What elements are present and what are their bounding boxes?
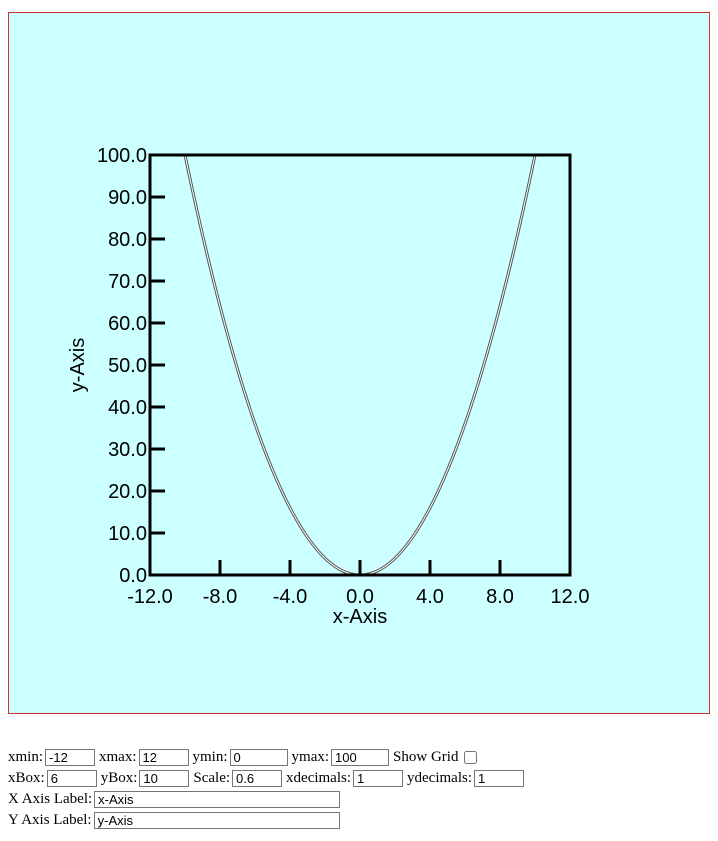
y-tick-label: 40.0 [108,397,147,419]
ymax-label: ymax: [291,749,330,765]
y-axis-label-input[interactable] [93,812,340,829]
ydecimals-input[interactable] [474,770,524,787]
ymin-label: ymin: [192,749,228,765]
parabola-chart: 0.0 10.0 20.0 30.0 40.0 50.0 60.0 70.0 80.0 90.0 1… [67,145,590,628]
y-tick-label: 50.0 [108,355,147,377]
x-tick-label: 4.0 [416,586,444,608]
y-axis-title: y-Axis [67,338,89,392]
plot-frame-box [148,153,572,577]
xdecimals-label: xdecimals: [286,770,352,786]
ybox-label: yBox: [100,770,138,786]
y-tick-label: 90.0 [108,187,147,209]
y-tick-label: 10.0 [108,523,147,545]
plot-canvas: 0.0 10.0 20.0 30.0 40.0 50.0 60.0 70.0 80.0 90.0 1… [8,12,710,714]
x-axis-title: x-Axis [333,606,387,628]
controls-row-3: X Axis Label: [8,789,708,810]
scale-label: Scale: [193,770,231,786]
ybox-input[interactable] [139,770,190,787]
controls-row-4: Y Axis Label: [8,810,708,831]
show-grid-label: Show Grid [393,749,459,765]
xbox-label: xBox: [8,770,45,786]
xmax-label: xmax: [99,749,137,765]
parabola-curve-outline [183,155,537,575]
y-tick-label: 60.0 [108,313,147,335]
y-axis-label-caption: Y Axis Label: [8,812,92,828]
y-tick-label: 100.0 [97,145,147,167]
x-tick-label: -12.0 [127,586,173,608]
xmin-label: xmin: [8,749,44,765]
xdecimals-input[interactable] [353,770,404,787]
x-tick-label: 8.0 [486,586,514,608]
x-tick-label: 0.0 [346,586,374,608]
parabola-curve-inner [184,155,536,575]
xmin-input[interactable] [45,749,96,766]
y-tick-label: 80.0 [108,229,147,251]
show-grid-checkbox[interactable] [464,751,478,764]
scale-input[interactable] [232,770,283,787]
ymin-input[interactable] [229,749,288,766]
x-tick-label: -8.0 [203,586,237,608]
x-axis-label-input[interactable] [94,791,341,808]
y-tick-label: 30.0 [108,439,147,461]
xbox-input[interactable] [46,770,97,787]
controls-row-1: xmin: xmax: ymin: ymax: Show Grid [8,747,708,768]
controls-panel: xmin: xmax: ymin: ymax: Show Grid xBox: … [8,747,708,831]
controls-row-2: xBox: yBox: Scale: xdecimals: ydecimals: [8,768,708,789]
y-tick-label: 20.0 [108,481,147,503]
x-axis-label-caption: X Axis Label: [8,791,93,807]
ydecimals-label: ydecimals: [407,770,472,786]
y-tick-label: 70.0 [108,271,147,293]
y-tick-label: 0.0 [119,565,147,587]
x-tick-label: 12.0 [551,586,590,608]
ymax-input[interactable] [331,749,390,766]
x-tick-label: -4.0 [273,586,307,608]
xmax-input[interactable] [138,749,189,766]
